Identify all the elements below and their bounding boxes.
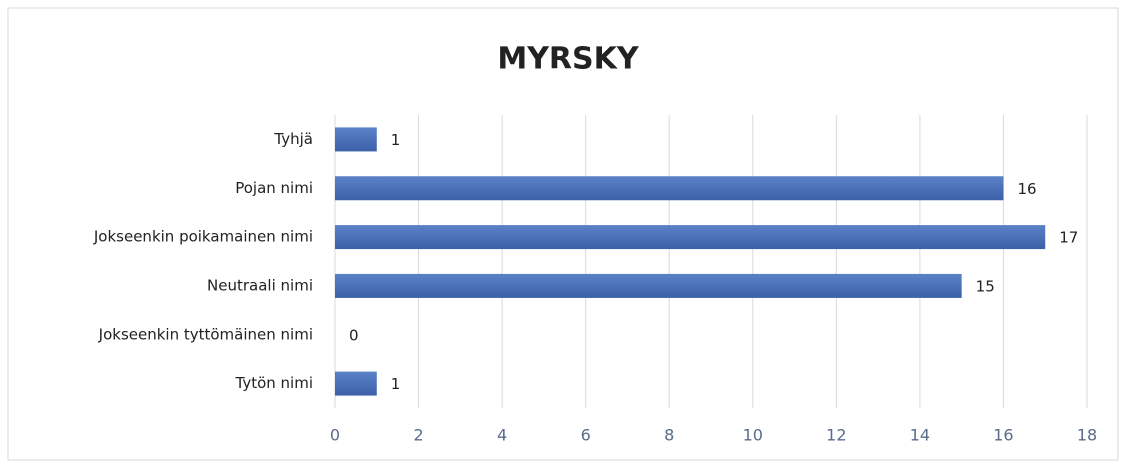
y-tick-label: Tyhjä	[273, 130, 313, 148]
y-tick-label: Jokseenkin tyttömäinen nimi	[98, 325, 313, 343]
data-label: 1	[391, 131, 401, 149]
bar	[335, 127, 377, 152]
data-label: 15	[976, 277, 995, 295]
x-tick-label: 10	[743, 426, 763, 445]
x-tick-label: 0	[330, 426, 340, 445]
data-label: 0	[349, 326, 359, 344]
x-tick-label: 12	[826, 426, 846, 445]
y-tick-label: Pojan nimi	[235, 179, 313, 197]
x-tick-label: 4	[497, 426, 507, 445]
bar	[335, 371, 377, 396]
data-label: 17	[1059, 229, 1078, 247]
y-tick-label: Neutraali nimi	[207, 276, 313, 294]
bar	[335, 176, 1004, 201]
x-tick-label: 6	[581, 426, 591, 445]
y-tick-label: Tytön nimi	[235, 374, 314, 392]
chart-title: MYRSKY	[497, 42, 640, 77]
data-label: 1	[391, 375, 401, 393]
bar	[335, 225, 1046, 250]
bar	[335, 273, 962, 298]
data-label: 16	[1017, 180, 1036, 198]
x-tick-label: 2	[413, 426, 423, 445]
x-tick-label: 16	[993, 426, 1013, 445]
y-tick-label: Jokseenkin poikamainen nimi	[93, 228, 313, 246]
x-tick-label: 14	[910, 426, 930, 445]
x-tick-label: 8	[664, 426, 674, 445]
x-tick-label: 18	[1077, 426, 1097, 445]
